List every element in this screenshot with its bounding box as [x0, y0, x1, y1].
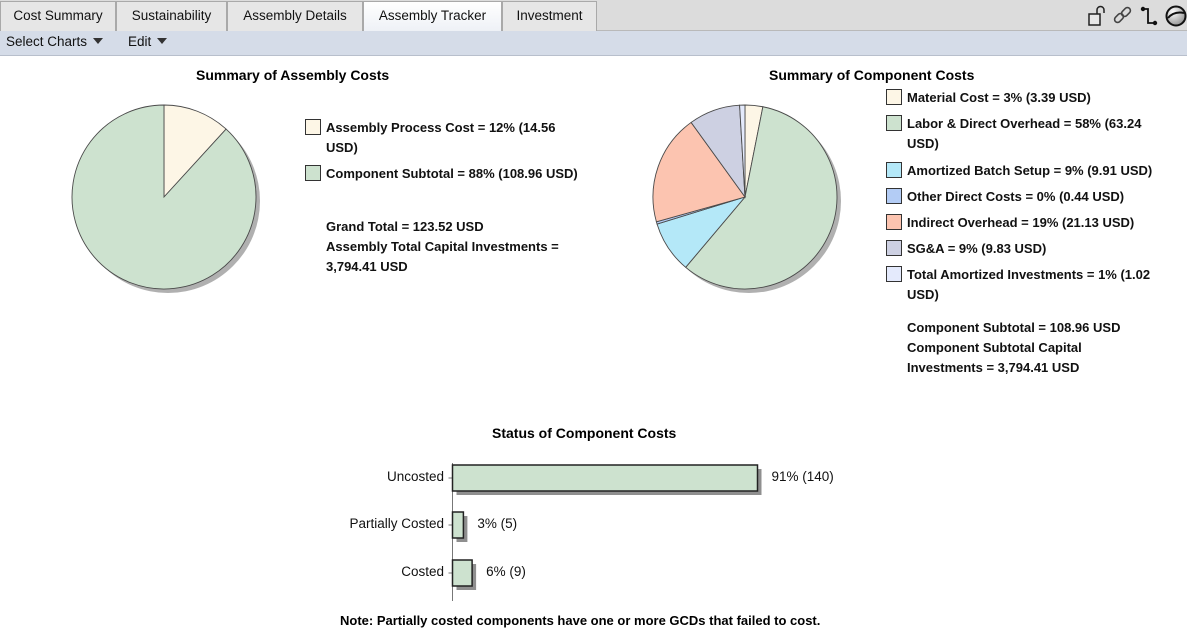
bar-costed — [451, 559, 473, 587]
edit-menu[interactable]: Edit — [128, 34, 168, 49]
legend-swatch-indirect-overhead — [886, 214, 902, 230]
pie-slice-indirect-overhead — [652, 121, 746, 223]
connector-icon[interactable] — [1139, 5, 1159, 27]
unlock-icon[interactable] — [1087, 5, 1107, 27]
edit-label: Edit — [128, 34, 152, 49]
status-chart-title: Status of Component Costs — [492, 425, 677, 441]
legend-other-direct-costs: Other Direct Costs = 0% (0.44 USD) — [907, 189, 1125, 204]
dropdown-arrow-icon — [157, 38, 168, 44]
tab-assembly-details[interactable]: Assembly Details — [227, 1, 363, 31]
legend-swatch-assembly-process-cost — [305, 119, 321, 135]
component-subtotal-note: Component Subtotal = 108.96 USD — [907, 320, 1121, 335]
legend-component-subtotal: Component Subtotal = 88% (108.96 USD) — [326, 166, 578, 181]
pie-slice-total-amortized-investments — [739, 104, 746, 198]
assembly-capital-investments: Assembly Total Capital Investments = 3,7… — [326, 239, 559, 274]
legend-swatch-sganda — [886, 240, 902, 256]
legend-swatch-amortized-batch-setup — [886, 162, 902, 178]
legend-amortized-batch-setup: Amortized Batch Setup = 9% (9.91 USD) — [907, 163, 1153, 178]
tab-sustainability[interactable]: Sustainability — [116, 1, 227, 31]
bar-category-label-uncosted: Uncosted — [386, 469, 444, 484]
legend-swatch-labor-and-direct-overhead — [886, 115, 902, 131]
pie-slice-labor-and-direct-overhead — [685, 106, 838, 290]
bar-category-label-costed: Costed — [401, 564, 444, 579]
legend-material-cost: Material Cost = 3% (3.39 USD) — [907, 90, 1091, 105]
dropdown-arrow-icon — [93, 38, 104, 44]
tab-cost-summary[interactable]: Cost Summary — [0, 1, 116, 31]
assembly-costs-title: Summary of Assembly Costs — [196, 67, 390, 83]
bar-value-label-uncosted: 91% (140) — [771, 469, 834, 484]
component-costs-pie — [652, 104, 841, 293]
select-charts-label: Select Charts — [6, 34, 88, 49]
legend-sganda: SG&A = 9% (9.83 USD) — [907, 241, 1047, 256]
legend-swatch-component-subtotal — [305, 165, 321, 181]
legend-total-amortized-investments: Total Amortized Investments = 1% (1.02 U… — [907, 267, 1151, 302]
legend-labor-and-direct-overhead: Labor & Direct Overhead = 58% (63.24 USD… — [907, 116, 1142, 151]
select-charts-menu[interactable]: Select Charts — [6, 34, 104, 49]
globe-icon[interactable] — [1165, 5, 1187, 27]
legend-swatch-other-direct-costs — [886, 188, 902, 204]
bar-uncosted — [451, 464, 759, 492]
component-costs-title: Summary of Component Costs — [769, 67, 975, 83]
bar-category-label-partially-costed: Partially Costed — [349, 516, 444, 531]
tab-assembly-tracker[interactable]: Assembly Tracker — [363, 1, 502, 31]
pie-slice-assembly-process-cost — [163, 104, 227, 199]
status-chart-note: Note: Partially costed components have o… — [340, 613, 821, 628]
tab-bar: Cost Summary Sustainability Assembly Det… — [0, 0, 1187, 31]
component-capital-investments: Component Subtotal Capital Investments =… — [907, 340, 1082, 375]
tab-icons — [1087, 3, 1187, 29]
bar-partially-costed — [451, 511, 465, 539]
legend-swatch-material-cost — [886, 89, 902, 105]
grand-total: Grand Total = 123.52 USD — [326, 219, 484, 234]
link-icon[interactable] — [1113, 5, 1133, 27]
legend-swatch-total-amortized-investments — [886, 266, 902, 282]
tab-investment[interactable]: Investment — [502, 1, 597, 31]
pie-slice-component-subtotal — [71, 104, 257, 290]
bar-value-label-partially-costed: 3% (5) — [477, 516, 518, 531]
legend-indirect-overhead: Indirect Overhead = 19% (21.13 USD) — [907, 215, 1135, 230]
bar-value-label-costed: 6% (9) — [486, 564, 526, 579]
assembly-costs-pie — [71, 104, 260, 293]
legend-assembly-process-cost: Assembly Process Cost = 12% (14.56 USD) — [326, 120, 556, 155]
toolbar: Select Charts Edit — [0, 31, 1187, 56]
